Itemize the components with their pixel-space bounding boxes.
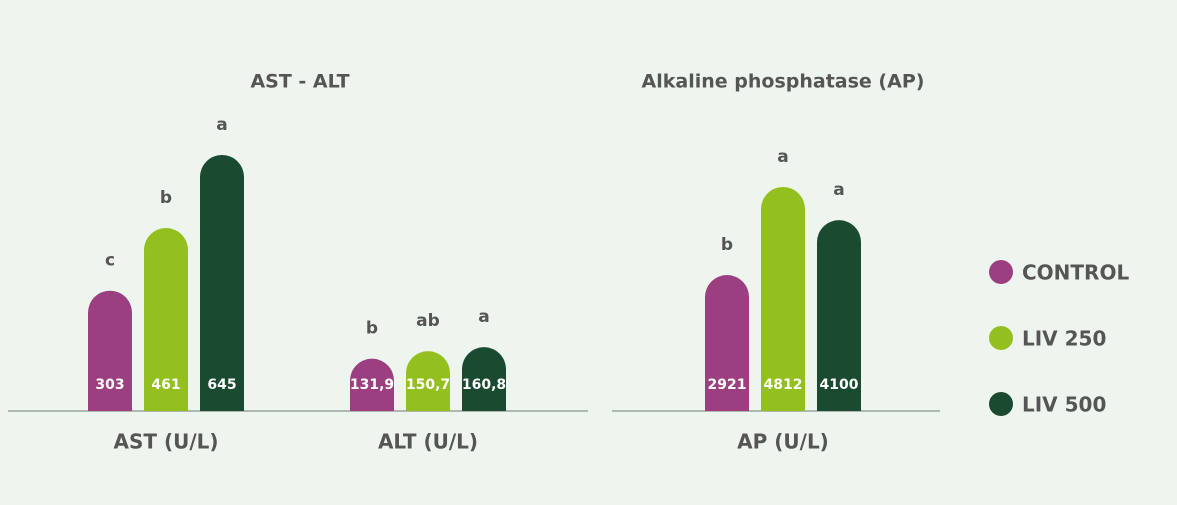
annotation: a: [777, 147, 788, 167]
bar: [462, 347, 506, 411]
category-label: ALT (U/L): [378, 430, 478, 454]
chart-title: AST - ALT: [250, 71, 349, 93]
annotation: b: [721, 235, 733, 255]
annotation: a: [833, 180, 844, 200]
category-label: AP (U/L): [737, 430, 829, 454]
value-label: 2921: [708, 377, 747, 393]
bar: [144, 228, 188, 411]
annotation: ab: [416, 311, 440, 331]
legend-marker: [989, 392, 1013, 416]
value-label: 160,8: [462, 377, 506, 393]
legend-marker: [989, 260, 1013, 284]
annotation: c: [105, 251, 115, 271]
category-label: AST (U/L): [113, 430, 218, 454]
bar: [200, 155, 244, 411]
legend-marker: [989, 326, 1013, 350]
legend-label: CONTROL: [1022, 261, 1129, 285]
bar: [761, 187, 805, 411]
value-label: 461: [151, 377, 180, 393]
bar: [817, 220, 861, 411]
annotation: a: [216, 115, 227, 135]
value-label: 131,9: [350, 377, 394, 393]
legend-label: LIV 500: [1022, 393, 1106, 417]
bar: [705, 275, 749, 411]
chart-title: Alkaline phosphatase (AP): [642, 71, 925, 93]
annotation: b: [160, 188, 172, 208]
value-label: 4100: [820, 377, 859, 393]
bar: [350, 358, 394, 411]
legend-label: LIV 250: [1022, 327, 1106, 351]
value-label: 303: [95, 377, 124, 393]
value-label: 4812: [764, 377, 803, 393]
bar: [88, 290, 132, 411]
value-label: 645: [207, 377, 236, 393]
value-label: 150,7: [406, 377, 450, 393]
annotation: a: [478, 307, 489, 327]
bar: [406, 351, 450, 411]
annotation: b: [366, 319, 378, 339]
